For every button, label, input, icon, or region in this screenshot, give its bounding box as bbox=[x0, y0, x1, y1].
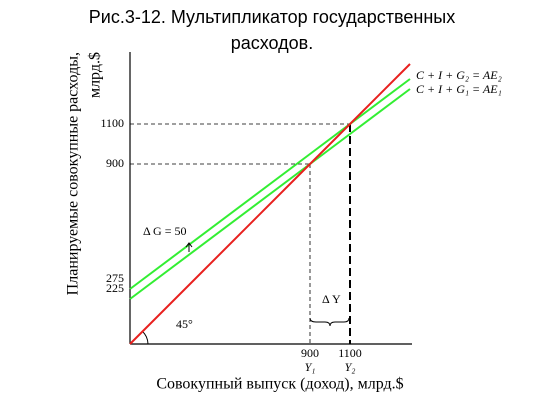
angle-arc bbox=[141, 330, 149, 345]
x-tick-label: 1100 bbox=[338, 346, 362, 360]
x-axis-label: Совокупный выпуск (доход), млрд.$ bbox=[156, 376, 403, 393]
chart-title: Рис.3-12. Мультипликатор государственных bbox=[89, 7, 455, 27]
annotation: 45° bbox=[176, 317, 193, 331]
arrow bbox=[185, 242, 193, 252]
x-tick-sublabel: Y₁ bbox=[305, 360, 316, 374]
series-line bbox=[129, 63, 411, 345]
chart-title: расходов. bbox=[231, 33, 314, 53]
annotation: Δ G = 50 bbox=[143, 224, 187, 238]
annotation: Δ Y bbox=[322, 292, 341, 306]
y-tick-label: 900 bbox=[106, 156, 124, 170]
series-label: C + I + G₂ = AE₂ bbox=[416, 68, 502, 82]
series-label: C + I + G₁ = AE₁ bbox=[416, 82, 502, 96]
x-tick-label: 900 bbox=[301, 346, 319, 360]
brace bbox=[309, 317, 350, 327]
x-tick-sublabel: Y₂ bbox=[345, 360, 356, 374]
y-tick-label: 225 bbox=[106, 281, 124, 295]
y-axis-label: Планируемые совокупные расходы, bbox=[65, 52, 82, 295]
series-line bbox=[129, 78, 411, 290]
series-line bbox=[129, 88, 411, 300]
y-tick-label: 1100 bbox=[100, 116, 124, 130]
y-axis-label: млрд.$ bbox=[87, 52, 104, 98]
y-tick-label: 275 bbox=[106, 271, 124, 285]
